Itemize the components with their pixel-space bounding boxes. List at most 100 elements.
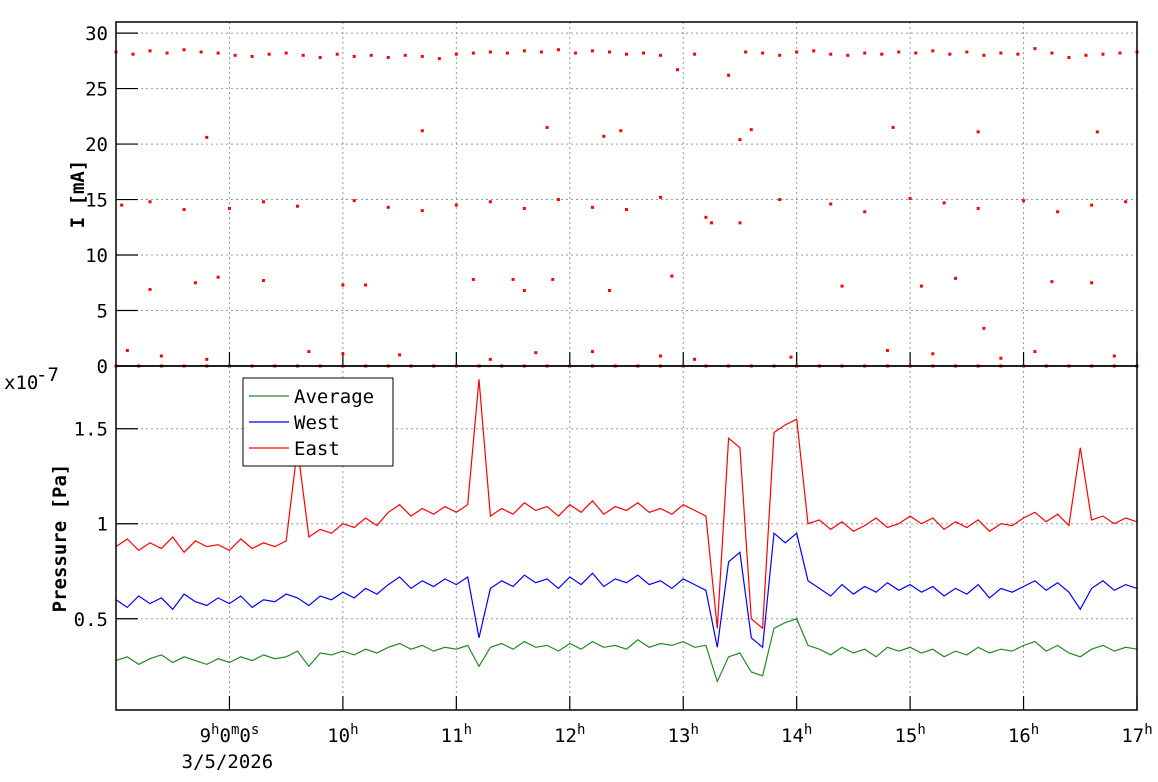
point [437,57,441,61]
point [659,53,663,57]
point [1084,53,1088,57]
point [738,221,742,225]
point [953,276,957,280]
series-line [115,532,1138,649]
point [1118,51,1122,55]
point [352,199,356,203]
x-tick-label: 14h [781,722,812,747]
legend-label: East [294,438,340,460]
x-tick-label: 10h [327,722,358,747]
point [1101,52,1105,56]
point [352,54,356,58]
point [1067,56,1071,60]
point [545,125,549,129]
y-tick-label: 1.5 [74,419,108,441]
point [341,283,345,287]
point [693,357,697,361]
point [590,49,594,53]
point [573,51,577,55]
point [642,51,646,55]
point [607,50,611,54]
series-line [115,618,1138,684]
point [590,350,594,354]
point [148,49,152,53]
point [676,68,680,72]
point [199,50,203,54]
point [942,201,946,205]
point [216,275,220,279]
point [488,200,492,204]
y-axis-label: Pressure [Pa] [49,464,71,613]
point [182,48,186,52]
point [1090,281,1094,285]
point [659,195,663,199]
point [301,53,305,57]
point [659,354,663,358]
point [284,51,288,55]
y-multiplier: x10 [4,372,38,394]
point [812,49,816,53]
series-line [115,379,1138,630]
point [897,50,901,54]
point [619,129,623,133]
point [511,277,515,281]
point [307,350,311,354]
point [908,196,912,200]
point [607,289,611,293]
point [539,50,543,54]
point [931,352,935,356]
point [693,52,697,56]
y-tick-label: 1 [97,514,108,536]
point [364,283,368,287]
point [227,206,231,210]
point [522,206,526,210]
x-tick-label: 11h [441,722,472,747]
point [261,200,265,204]
plot-area [114,47,1139,368]
point [1033,350,1037,354]
point [829,52,833,56]
point [1050,51,1054,55]
point [165,51,169,55]
point [420,129,424,133]
point [522,289,526,293]
x-tick-label: 16h [1008,722,1039,747]
point [840,284,844,288]
point [471,51,475,55]
x-tick-label: 9h0m0s [200,722,260,747]
point [148,200,152,204]
point [131,52,135,56]
y-tick-label: 10 [85,245,108,267]
y-axis-label: I [mA] [67,160,89,229]
y-tick-label: 15 [85,190,108,212]
point [778,53,782,57]
legend-label: Average [294,386,374,408]
point [205,135,209,139]
point [250,54,254,58]
x-tick-label: 15h [894,722,925,747]
x-tick-label: 13h [668,722,699,747]
point [625,52,628,56]
y-tick-label: 5 [97,301,108,323]
point [398,353,402,357]
point [267,52,271,56]
point [999,51,1003,55]
y-tick-label: 0 [97,356,108,378]
point [919,284,923,288]
point [1022,199,1026,203]
point [863,210,867,214]
y-tick-label: 30 [85,23,108,45]
point [182,208,186,212]
point [318,56,322,60]
point [193,281,197,285]
point [710,221,714,225]
point [1033,47,1037,51]
point [386,56,390,60]
point [863,51,867,55]
point [261,279,265,283]
point [738,138,742,142]
point [551,277,555,281]
point [1124,200,1128,204]
x-date-label: 3/5/2026 [182,751,274,773]
